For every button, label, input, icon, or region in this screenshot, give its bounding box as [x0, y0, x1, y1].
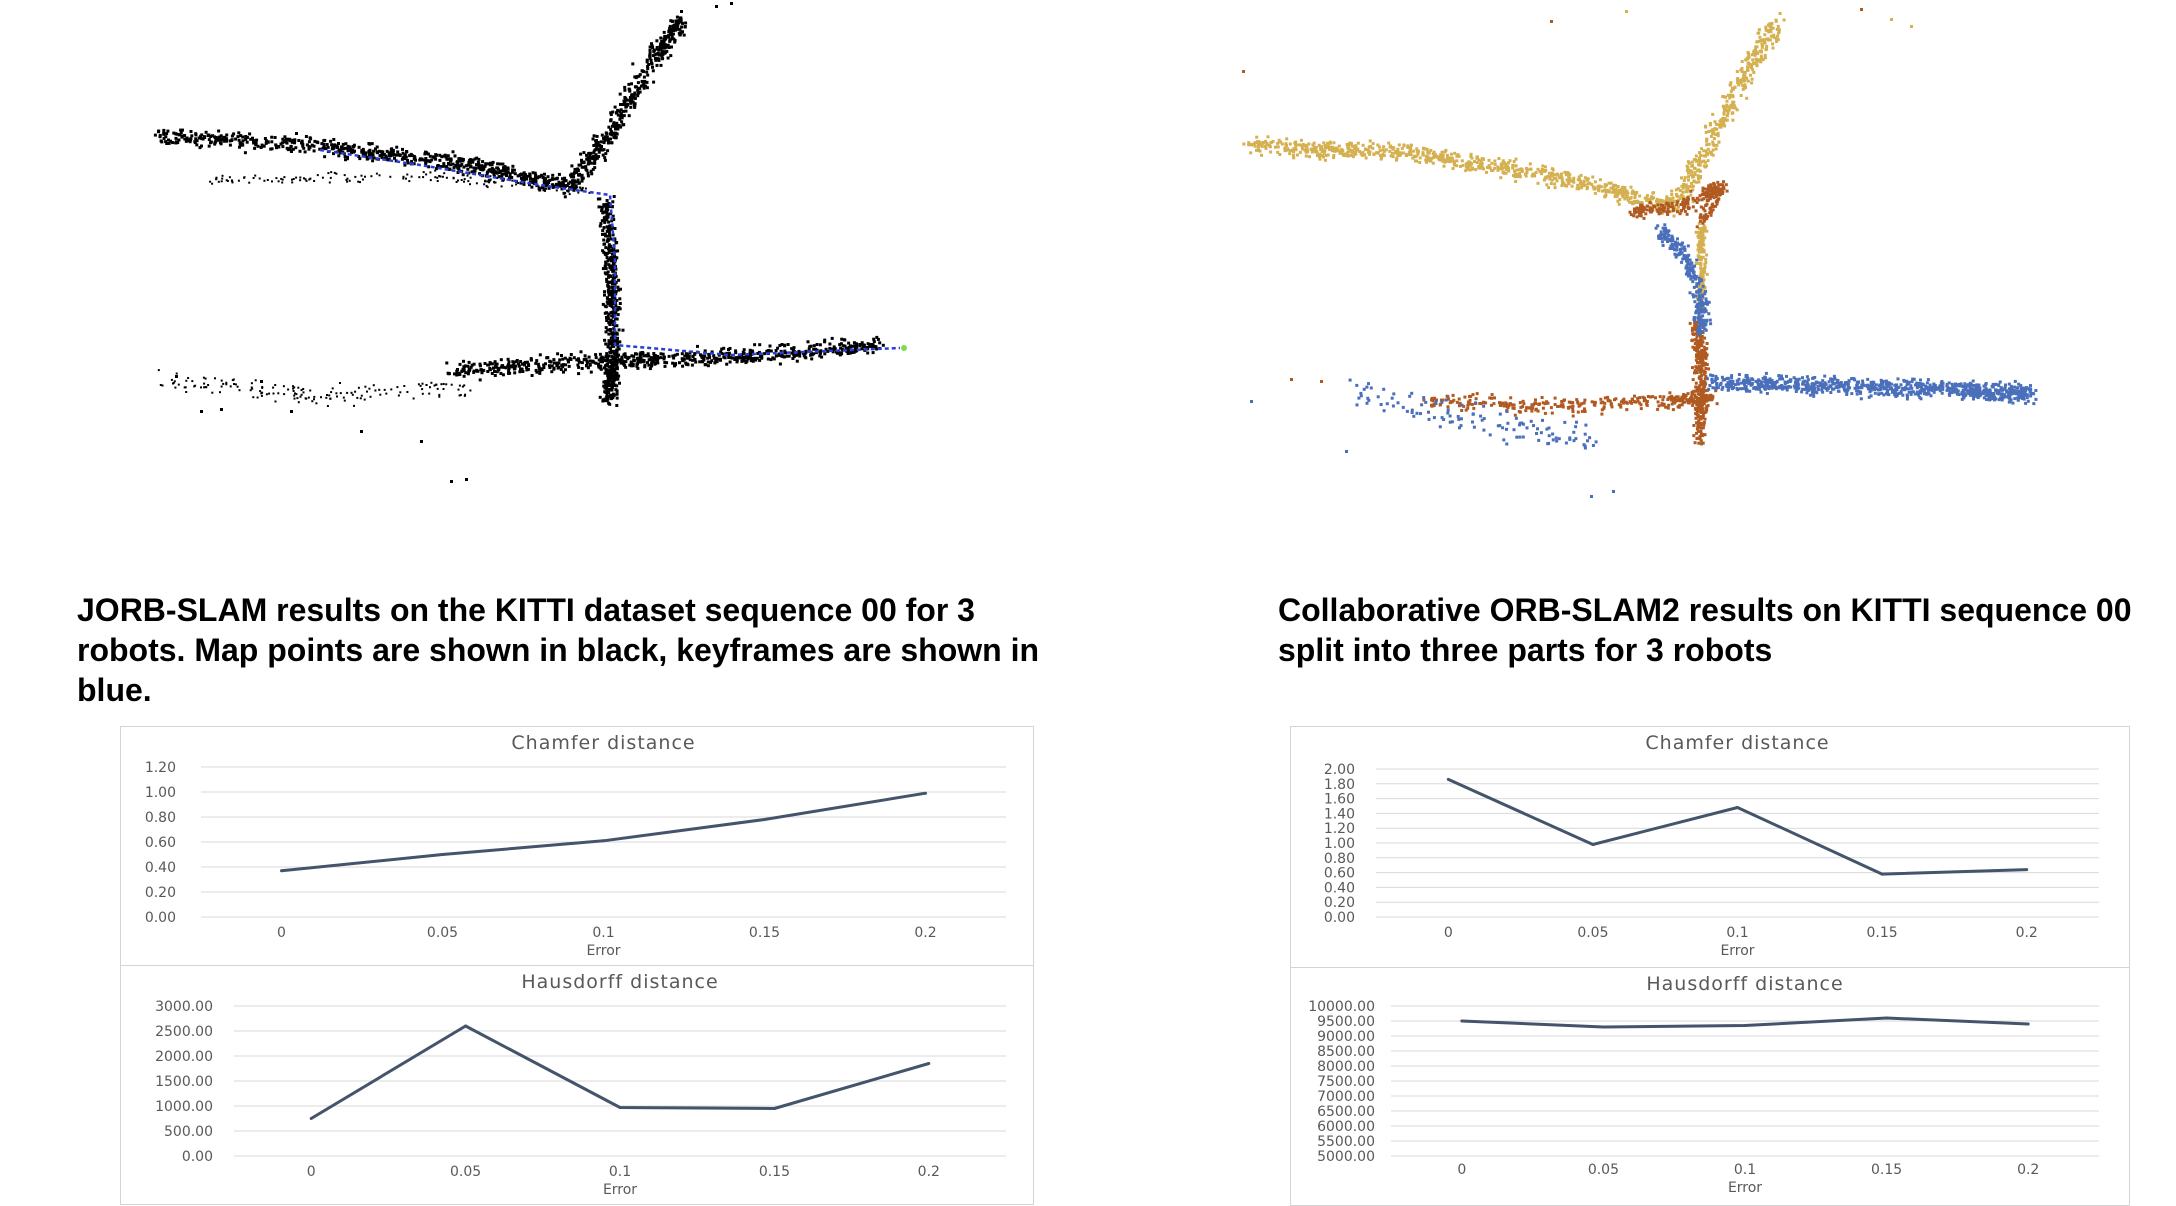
y-tick-label: 1.00 — [145, 785, 176, 801]
y-tick-label: 0.00 — [145, 910, 176, 926]
x-tick-label: 0.05 — [450, 1164, 481, 1180]
y-tick-label: 7500.00 — [1317, 1074, 1375, 1090]
y-tick-label: 2500.00 — [155, 1024, 213, 1040]
x-tick-label: 0.15 — [1871, 1162, 1902, 1178]
y-tick-label: 6500.00 — [1317, 1104, 1375, 1120]
y-tick-label: 2000.00 — [155, 1049, 213, 1065]
x-tick-label: 0 — [307, 1164, 316, 1180]
y-tick-label: 0.60 — [1324, 866, 1355, 882]
y-tick-label: 0.80 — [1324, 851, 1355, 867]
y-tick-label: 8500.00 — [1317, 1044, 1375, 1060]
data-point — [618, 1106, 622, 1109]
y-tick-label: 8000.00 — [1317, 1059, 1375, 1075]
x-axis-label: Error — [1728, 1180, 1762, 1196]
collaborative-orb-slam2-map-image — [1242, 8, 2038, 498]
x-tick-label: 0.15 — [759, 1164, 790, 1180]
y-tick-label: 2.00 — [1324, 762, 1355, 778]
data-point — [1736, 805, 1739, 809]
data-point — [602, 839, 605, 843]
x-tick-label: 0.05 — [1588, 1162, 1619, 1178]
jorb-chamfer-chart: Chamfer distance 0.00 0.20 0.40 0.60 0.80 1.00… — [120, 726, 1034, 966]
data-point — [1880, 872, 1884, 876]
jorb-hausdorff-chart: Hausdorff distance 0.00 500.00 1000.00 1500.… — [120, 965, 1034, 1205]
x-tick-label: 0.1 — [1734, 1162, 1756, 1178]
data-point — [1885, 1016, 1889, 1020]
x-tick-label: 0.2 — [2016, 925, 2038, 941]
data-point — [772, 1107, 776, 1110]
data-point — [1446, 777, 1450, 781]
x-tick-label: 0.15 — [749, 925, 780, 941]
y-tick-label: 1.20 — [1324, 821, 1355, 837]
y-tick-label: 0.40 — [145, 860, 176, 876]
y-tick-label: 1.00 — [1324, 836, 1355, 852]
y-tick-label: 0.20 — [145, 885, 176, 901]
data-point — [309, 1117, 313, 1120]
y-tick-label: 6000.00 — [1317, 1119, 1375, 1135]
chart-title: Chamfer distance — [511, 732, 695, 754]
y-tick-label: 1000.00 — [155, 1099, 213, 1115]
x-tick-label: 0.05 — [1577, 925, 1608, 941]
series-line — [281, 791, 926, 873]
y-tick-label: 1.40 — [1324, 806, 1355, 822]
y-tick-label: 5000.00 — [1317, 1149, 1375, 1165]
x-axis-label: Error — [1720, 943, 1754, 959]
y-tick-label: 1.80 — [1324, 777, 1355, 793]
data-point — [1601, 1025, 1605, 1029]
chart-title: Hausdorff distance — [1646, 973, 1843, 995]
jorb-slam-map-image — [153, 2, 907, 483]
data-point — [1743, 1024, 1747, 1027]
series-line — [310, 1024, 930, 1120]
x-tick-label: 0.1 — [609, 1164, 631, 1180]
y-tick-label: 7000.00 — [1317, 1089, 1375, 1105]
y-tick-label: 3000.00 — [155, 999, 213, 1015]
ccm-chamfer-chart: Chamfer distance 0.00 0.20 0.40 0.60 0.80 1.00… — [1290, 726, 2130, 968]
x-axis-label: Error — [586, 943, 620, 959]
data-point — [464, 1024, 468, 1028]
y-tick-label: 9500.00 — [1317, 1014, 1375, 1030]
y-tick-label: 0.00 — [182, 1149, 213, 1165]
data-point — [441, 853, 444, 856]
x-tick-label: 0.1 — [592, 925, 614, 941]
x-tick-label: 0.2 — [914, 925, 936, 941]
y-tick-label: 10000.00 — [1308, 999, 1375, 1015]
x-tick-label: 0.05 — [427, 925, 458, 941]
data-point — [1460, 1019, 1464, 1023]
x-tick-label: 0 — [1457, 1162, 1466, 1178]
x-tick-label: 0.2 — [918, 1164, 940, 1180]
x-tick-label: 0 — [277, 925, 286, 941]
x-tick-label: 0.1 — [1726, 925, 1748, 941]
data-point — [924, 791, 927, 795]
y-tick-label: 0.60 — [145, 835, 176, 851]
chart-title: Chamfer distance — [1645, 732, 1829, 754]
caption-collaborative-orb-slam2: Collaborative ORB-SLAM2 results on KITTI… — [1278, 592, 2132, 668]
y-tick-label: 1.60 — [1324, 792, 1355, 808]
y-tick-label: 0.20 — [1324, 895, 1355, 911]
series-line — [1447, 778, 2027, 876]
data-point — [280, 869, 283, 873]
data-point — [927, 1062, 931, 1065]
chart-title: Hausdorff distance — [521, 971, 718, 993]
data-point — [763, 818, 766, 821]
x-tick-label: 0.2 — [2017, 1162, 2039, 1178]
x-tick-label: 0.15 — [1867, 925, 1898, 941]
y-tick-label: 0.80 — [145, 810, 176, 826]
y-tick-label: 9000.00 — [1317, 1029, 1375, 1045]
data-point — [2025, 868, 2029, 872]
y-tick-label: 1.20 — [145, 760, 176, 776]
y-tick-label: 500.00 — [164, 1124, 213, 1140]
data-point — [1591, 842, 1595, 846]
y-tick-label: 5500.00 — [1317, 1134, 1375, 1150]
ccm-hausdorff-chart: Hausdorff distance 5000.00 5500.00 6000.00 6… — [1290, 967, 2130, 1206]
y-tick-label: 0.00 — [1324, 910, 1355, 926]
x-axis-label: Error — [603, 1182, 637, 1198]
y-tick-label: 1500.00 — [155, 1074, 213, 1090]
caption-jorb-slam: JORB-SLAM results on the KITTI dataset s… — [77, 592, 1040, 708]
y-tick-label: 0.40 — [1324, 880, 1355, 896]
x-tick-label: 0 — [1444, 925, 1453, 941]
data-point — [2026, 1022, 2030, 1026]
